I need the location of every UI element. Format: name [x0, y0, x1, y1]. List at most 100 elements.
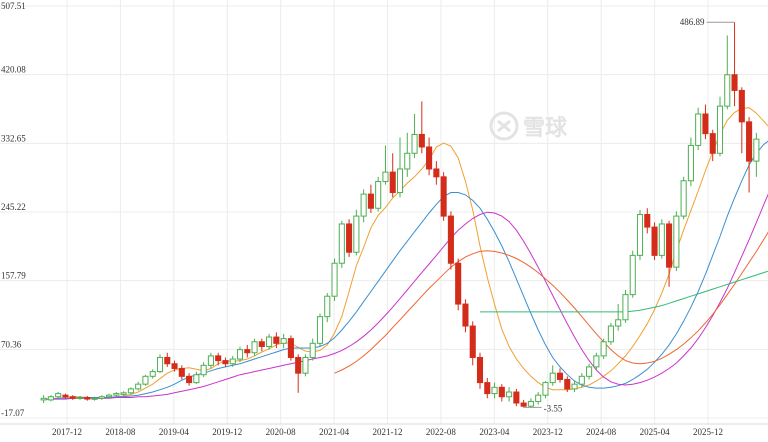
- candle-up[interactable]: [91, 396, 98, 401]
- candle-down[interactable]: [666, 220, 673, 287]
- candle-up[interactable]: [142, 374, 149, 386]
- candle-up[interactable]: [120, 391, 127, 396]
- candle-up[interactable]: [236, 346, 244, 363]
- candle-up[interactable]: [207, 352, 214, 369]
- candle-up[interactable]: [229, 355, 236, 367]
- candle-up[interactable]: [636, 209, 644, 261]
- candle-down[interactable]: [440, 172, 447, 221]
- candle-up[interactable]: [360, 189, 367, 223]
- candle-down[interactable]: [426, 137, 433, 176]
- candle-down[interactable]: [455, 258, 462, 311]
- candle-up[interactable]: [375, 176, 382, 212]
- candle-down[interactable]: [513, 388, 520, 407]
- candle-up[interactable]: [338, 220, 345, 268]
- candle-down[interactable]: [731, 22, 738, 107]
- candle-up[interactable]: [658, 219, 665, 259]
- candle-down[interactable]: [178, 365, 185, 380]
- candle-up[interactable]: [353, 209, 360, 256]
- candle-up[interactable]: [491, 382, 498, 399]
- candle-down[interactable]: [564, 376, 571, 393]
- candle-up[interactable]: [251, 338, 258, 356]
- candle-down[interactable]: [215, 352, 222, 366]
- candle-down[interactable]: [520, 399, 527, 408]
- candle-up[interactable]: [542, 381, 549, 399]
- candle-up[interactable]: [200, 362, 207, 378]
- candle-down[interactable]: [498, 384, 505, 402]
- candle-up[interactable]: [149, 369, 156, 379]
- candle-down[interactable]: [476, 352, 484, 389]
- candle-up[interactable]: [106, 393, 113, 399]
- candle-up[interactable]: [716, 96, 724, 157]
- candle-down[interactable]: [244, 344, 251, 358]
- candle-down[interactable]: [171, 360, 178, 372]
- candle-up[interactable]: [382, 145, 389, 185]
- candle-up[interactable]: [586, 363, 593, 380]
- candle-up[interactable]: [600, 338, 607, 360]
- candle-down[interactable]: [222, 357, 229, 367]
- candle-up[interactable]: [615, 304, 622, 331]
- candle-up[interactable]: [55, 392, 62, 399]
- candle-up[interactable]: [411, 113, 418, 158]
- candle-up[interactable]: [280, 333, 287, 349]
- candle-up[interactable]: [47, 395, 54, 402]
- candle-up[interactable]: [535, 392, 542, 405]
- candle-up[interactable]: [113, 392, 120, 397]
- candle-down[interactable]: [418, 101, 425, 154]
- candle-down[interactable]: [367, 184, 374, 213]
- candle-down[interactable]: [258, 338, 265, 352]
- candle-down[interactable]: [273, 332, 280, 349]
- candle-up[interactable]: [40, 395, 47, 404]
- candle-down[interactable]: [469, 321, 476, 366]
- candle-down[interactable]: [84, 395, 91, 401]
- candle-up[interactable]: [506, 387, 513, 402]
- candle-down[interactable]: [433, 161, 440, 185]
- candle-up[interactable]: [695, 107, 702, 151]
- candle-down[interactable]: [462, 299, 469, 333]
- candle-down[interactable]: [738, 87, 745, 154]
- candle-up[interactable]: [629, 250, 636, 298]
- candle-down[interactable]: [346, 219, 353, 257]
- candle-down[interactable]: [295, 354, 302, 393]
- candle-down[interactable]: [484, 377, 491, 399]
- candle-down[interactable]: [709, 129, 716, 162]
- candle-down[interactable]: [62, 393, 69, 399]
- candle-up[interactable]: [193, 371, 200, 385]
- candle-up[interactable]: [135, 381, 142, 391]
- candle-down[interactable]: [746, 117, 753, 193]
- candle-down[interactable]: [69, 395, 76, 400]
- candle-down[interactable]: [447, 211, 454, 270]
- candle-down[interactable]: [186, 373, 193, 386]
- candle-up[interactable]: [622, 289, 629, 323]
- candle-up[interactable]: [76, 395, 84, 400]
- candle-up[interactable]: [578, 373, 585, 388]
- candle-up[interactable]: [309, 338, 316, 361]
- candles[interactable]: [40, 22, 760, 408]
- candle-up[interactable]: [753, 132, 760, 177]
- candle-up[interactable]: [680, 176, 687, 220]
- candle-up[interactable]: [302, 354, 309, 377]
- candle-up[interactable]: [527, 398, 534, 407]
- candle-up[interactable]: [571, 381, 578, 393]
- candle-down[interactable]: [702, 104, 709, 140]
- candle-up[interactable]: [549, 365, 556, 386]
- candle-up[interactable]: [127, 387, 134, 395]
- candle-up[interactable]: [331, 258, 338, 301]
- candle-up[interactable]: [607, 322, 614, 345]
- candle-up[interactable]: [316, 313, 324, 347]
- candle-down[interactable]: [287, 335, 294, 361]
- candle-up[interactable]: [266, 333, 273, 350]
- candle-up[interactable]: [673, 211, 680, 272]
- candle-down[interactable]: [389, 153, 396, 198]
- candle-down[interactable]: [164, 352, 171, 367]
- candle-up[interactable]: [687, 137, 694, 187]
- candle-up[interactable]: [156, 354, 164, 374]
- candle-up[interactable]: [324, 293, 331, 323]
- candle-up[interactable]: [593, 352, 600, 371]
- candle-up[interactable]: [396, 137, 404, 198]
- candle-up[interactable]: [404, 132, 411, 177]
- candle-down[interactable]: [651, 222, 658, 261]
- candle-up[interactable]: [98, 395, 105, 400]
- candle-up[interactable]: [724, 35, 731, 110]
